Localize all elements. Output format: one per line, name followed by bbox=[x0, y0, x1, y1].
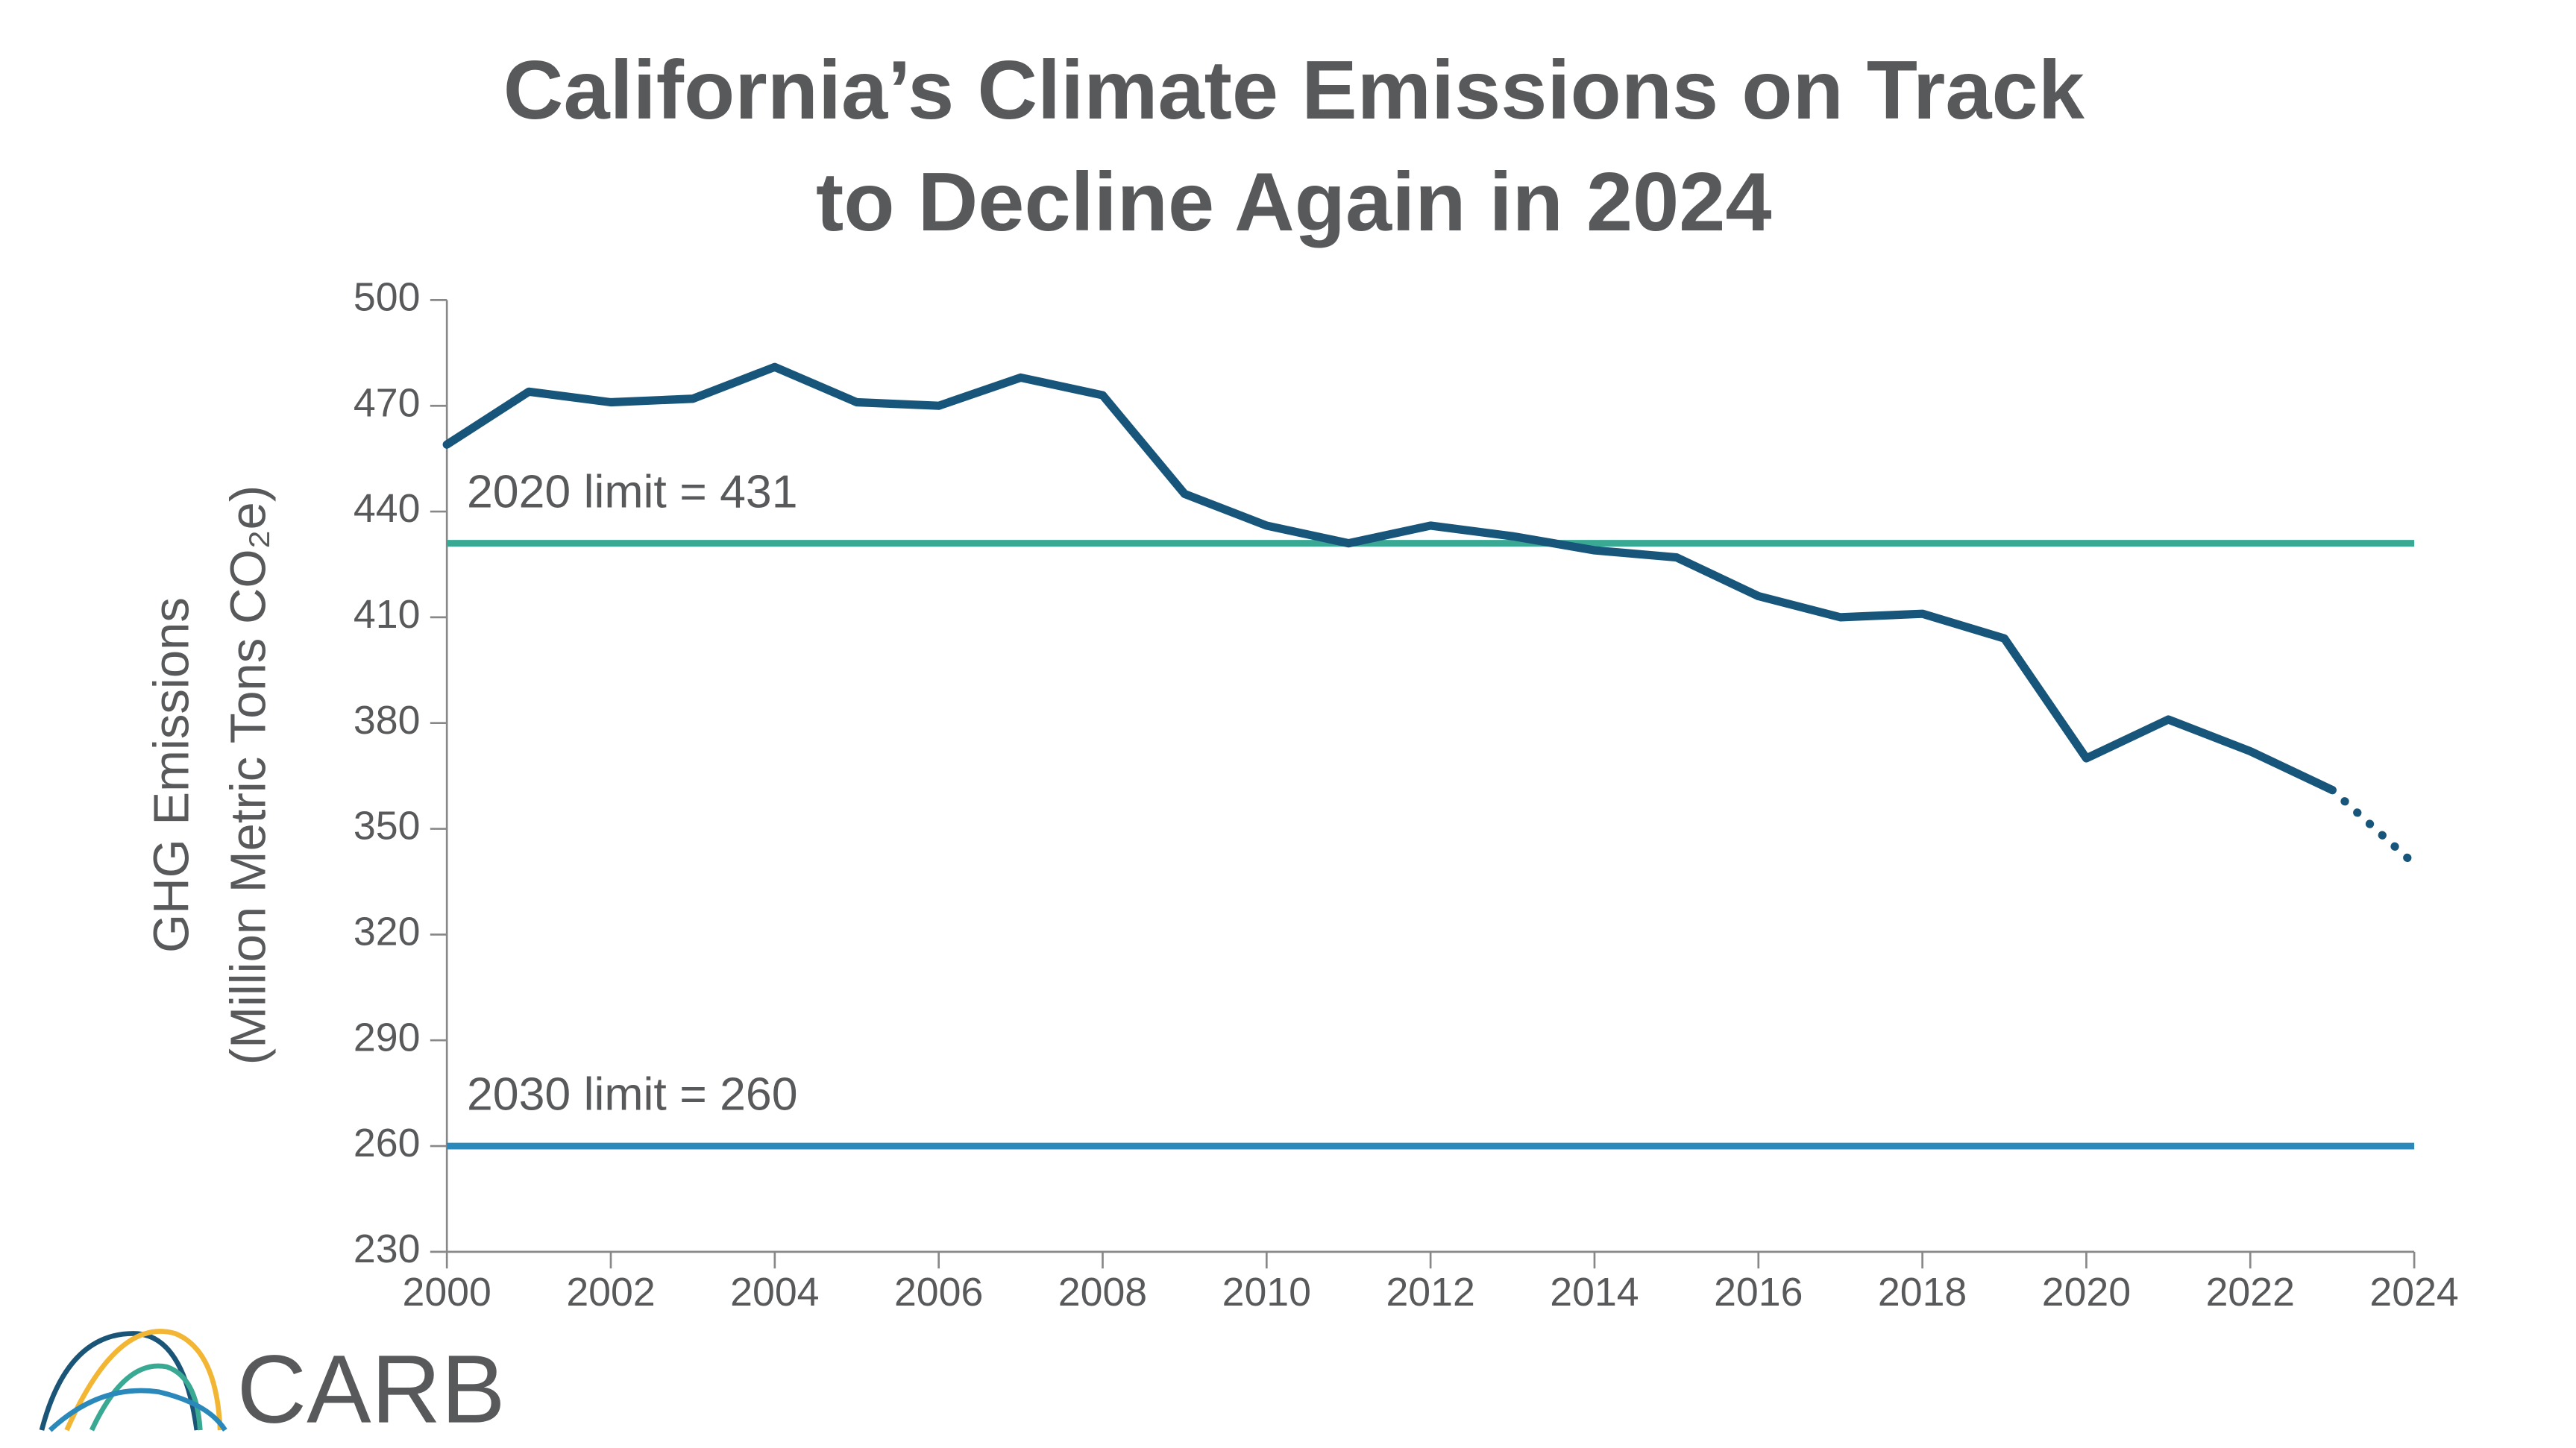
x-tick-label: 2020 bbox=[2042, 1270, 2131, 1315]
y-tick-label: 230 bbox=[354, 1227, 421, 1271]
y-tick-label: 500 bbox=[354, 275, 421, 320]
x-tick-label: 2010 bbox=[1222, 1270, 1311, 1315]
y-tick-label: 380 bbox=[354, 698, 421, 743]
series-line bbox=[2328, 785, 2419, 869]
x-tick-label: 2022 bbox=[2206, 1270, 2295, 1315]
y-tick-label: 470 bbox=[354, 380, 421, 425]
x-tick-label: 2016 bbox=[1714, 1270, 1803, 1315]
y-tick-label: 410 bbox=[354, 592, 421, 637]
y-tick-label: 350 bbox=[354, 804, 421, 849]
chart-title: to Decline Again in 2024 bbox=[816, 155, 1772, 248]
y-tick-label: 320 bbox=[354, 910, 421, 954]
logo-text: CARB bbox=[237, 1336, 506, 1444]
y-axis-label: (Million Metric Tons CO₂e) bbox=[220, 485, 276, 1065]
x-tick-label: 2014 bbox=[1550, 1270, 1639, 1315]
y-axis-label: GHG Emissions bbox=[144, 597, 200, 953]
logo-mark bbox=[39, 1329, 227, 1432]
y-tick-label: 260 bbox=[354, 1121, 421, 1165]
y-tick-label: 290 bbox=[354, 1015, 421, 1060]
limit-label: 2030 limit = 260 bbox=[467, 1068, 798, 1121]
x-tick-label: 2004 bbox=[730, 1270, 819, 1315]
chart-title: California’s Climate Emissions on Track bbox=[503, 43, 2085, 136]
x-tick-label: 2024 bbox=[2369, 1270, 2458, 1315]
x-tick-label: 2018 bbox=[1878, 1270, 1967, 1315]
x-tick-label: 2012 bbox=[1386, 1270, 1474, 1315]
limit-label: 2020 limit = 431 bbox=[467, 465, 798, 517]
x-tick-label: 2008 bbox=[1058, 1270, 1147, 1315]
x-tick-label: 2002 bbox=[566, 1270, 655, 1315]
x-tick-label: 2006 bbox=[894, 1270, 983, 1315]
series-line bbox=[442, 362, 2337, 795]
y-tick-label: 440 bbox=[354, 486, 421, 531]
x-tick-label: 2000 bbox=[403, 1270, 491, 1315]
